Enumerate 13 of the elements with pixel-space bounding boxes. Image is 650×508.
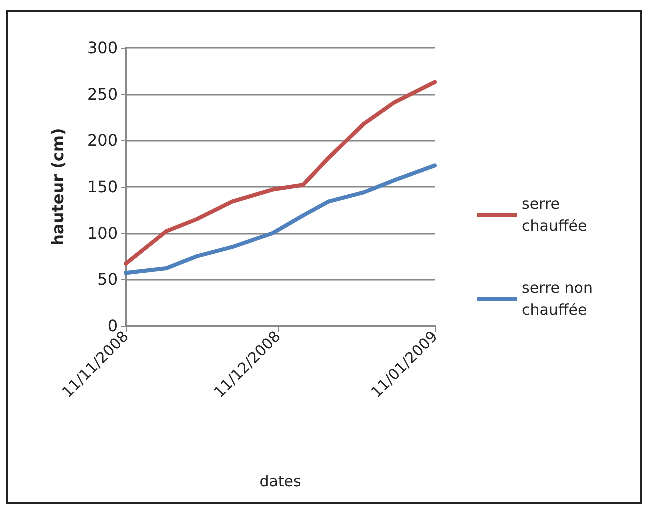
legend-label: serre chauffée bbox=[522, 195, 588, 235]
y-tick-label: 0 bbox=[108, 316, 118, 336]
x-axis-title: dates bbox=[260, 472, 302, 490]
y-tick-label: 200 bbox=[87, 131, 118, 150]
y-tick-label: 300 bbox=[87, 38, 118, 58]
y-axis-title: hauteur (cm) bbox=[48, 128, 68, 246]
y-tick-label: 50 bbox=[98, 270, 118, 290]
line-series bbox=[124, 164, 437, 276]
line-series bbox=[124, 80, 437, 266]
y-tick-label: 250 bbox=[87, 84, 118, 104]
y-tick-label: 150 bbox=[87, 178, 118, 196]
legend-label: serre non chauffée bbox=[522, 279, 598, 319]
y-tick-label: 100 bbox=[87, 224, 118, 243]
